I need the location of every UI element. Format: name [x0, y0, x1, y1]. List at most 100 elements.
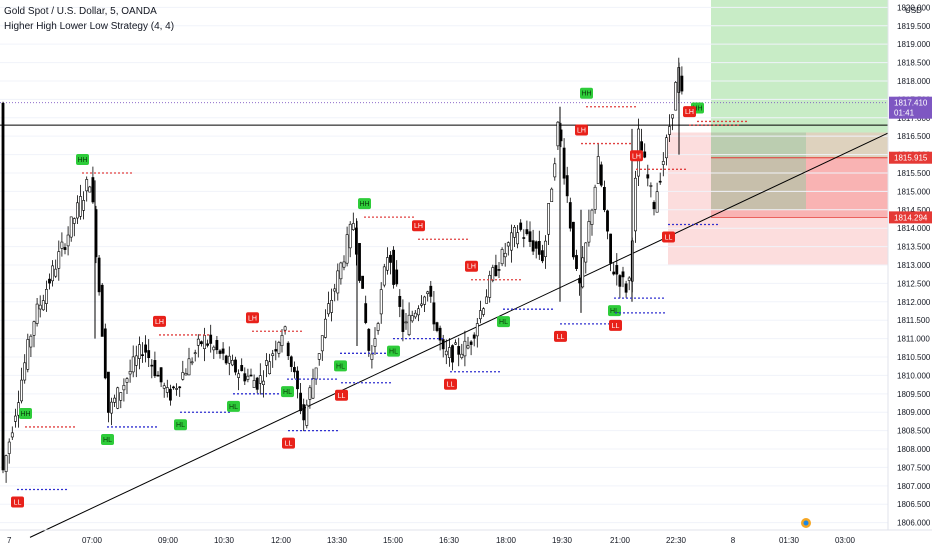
candle	[668, 126, 671, 135]
hl-label: HL	[499, 319, 508, 326]
hl-badge	[101, 433, 114, 445]
ll-badge	[11, 496, 24, 508]
candle	[478, 310, 482, 320]
ll-badge	[609, 319, 622, 331]
symbol-title: Gold Spot / U.S. Dollar, 5, OANDA	[4, 6, 157, 17]
candle	[575, 255, 578, 269]
time-tick-label: 21:00	[610, 536, 631, 545]
candle	[283, 326, 287, 331]
ll-label: LL	[557, 334, 565, 341]
candle	[624, 283, 628, 293]
candle	[317, 353, 321, 360]
entry-price-tag-text: 1814.294	[894, 213, 928, 222]
time-tick-label: 12:00	[271, 536, 292, 545]
price-tick-label: 1819.000	[897, 40, 931, 49]
candle	[615, 265, 619, 275]
lh-badge	[575, 124, 588, 136]
candle	[289, 356, 293, 367]
hh-label: HH	[359, 201, 369, 208]
candle	[7, 441, 11, 454]
candle	[525, 229, 529, 235]
candle	[10, 432, 14, 438]
price-tick-label: 1810.000	[897, 371, 931, 380]
candle	[376, 323, 380, 331]
ll-badge	[335, 389, 348, 401]
candle	[203, 335, 206, 350]
candle	[593, 186, 597, 210]
candle	[261, 380, 265, 386]
candle	[578, 278, 582, 284]
candle	[60, 241, 64, 249]
lh-badge	[630, 150, 643, 162]
candle	[379, 289, 383, 315]
ll-badge	[282, 437, 295, 449]
candle	[429, 285, 433, 297]
candle	[497, 269, 501, 271]
price-tick-label: 1807.500	[897, 463, 931, 472]
indicator-title: Higher High Lower Low Strategy (4, 4)	[4, 21, 175, 32]
time-tick-label: 13:30	[327, 536, 348, 545]
candle	[475, 323, 479, 337]
candle	[627, 277, 631, 281]
candle	[348, 223, 352, 249]
candle	[389, 254, 392, 263]
candle	[153, 360, 157, 377]
candle	[413, 312, 417, 318]
candle	[562, 147, 566, 179]
candle	[565, 175, 569, 197]
candle	[206, 343, 210, 346]
overlap-zone	[711, 132, 806, 210]
candle	[599, 164, 603, 186]
candle	[327, 303, 330, 315]
candle	[249, 374, 253, 377]
time-tick-label: 10:30	[214, 536, 235, 545]
candle	[382, 266, 386, 286]
candle	[116, 387, 120, 409]
candle	[277, 342, 281, 354]
candle	[200, 341, 203, 345]
candle	[66, 234, 70, 247]
hl-label: HL	[176, 422, 185, 429]
candle	[407, 314, 411, 335]
candle	[426, 291, 430, 295]
ll-label: LL	[612, 323, 620, 330]
candle	[410, 315, 414, 322]
candle	[308, 387, 312, 400]
lh-label: LH	[685, 109, 694, 116]
candle	[178, 386, 182, 389]
lh-label: LH	[577, 128, 586, 135]
candle	[258, 375, 262, 384]
ll-label: LL	[338, 393, 346, 400]
target-zone	[711, 0, 888, 158]
candle	[323, 318, 327, 338]
candle	[420, 303, 423, 306]
candle	[172, 386, 175, 389]
candle	[29, 335, 33, 348]
price-tick-label: 1811.500	[897, 316, 930, 325]
candle	[57, 251, 61, 269]
candle	[218, 350, 222, 354]
candle	[503, 252, 507, 258]
hl-badge	[174, 419, 187, 431]
candle	[330, 300, 334, 313]
candle	[528, 231, 532, 242]
price-tick-label: 1814.000	[897, 224, 931, 233]
candle	[122, 385, 126, 391]
candle	[441, 339, 445, 350]
candle	[655, 191, 659, 213]
candle	[671, 114, 675, 119]
candle	[88, 186, 92, 193]
price-tick-label: 1813.000	[897, 261, 931, 270]
candle	[221, 348, 225, 354]
candle	[320, 335, 324, 352]
ll-badge	[444, 378, 457, 390]
candle	[373, 338, 377, 347]
hl-badge	[281, 386, 294, 398]
current-price-tag-text: 01:41	[894, 109, 915, 118]
trend-line[interactable]	[29, 132, 889, 538]
candle	[274, 349, 278, 352]
hh-label: HH	[581, 91, 591, 98]
price-axis[interactable]	[888, 0, 932, 550]
